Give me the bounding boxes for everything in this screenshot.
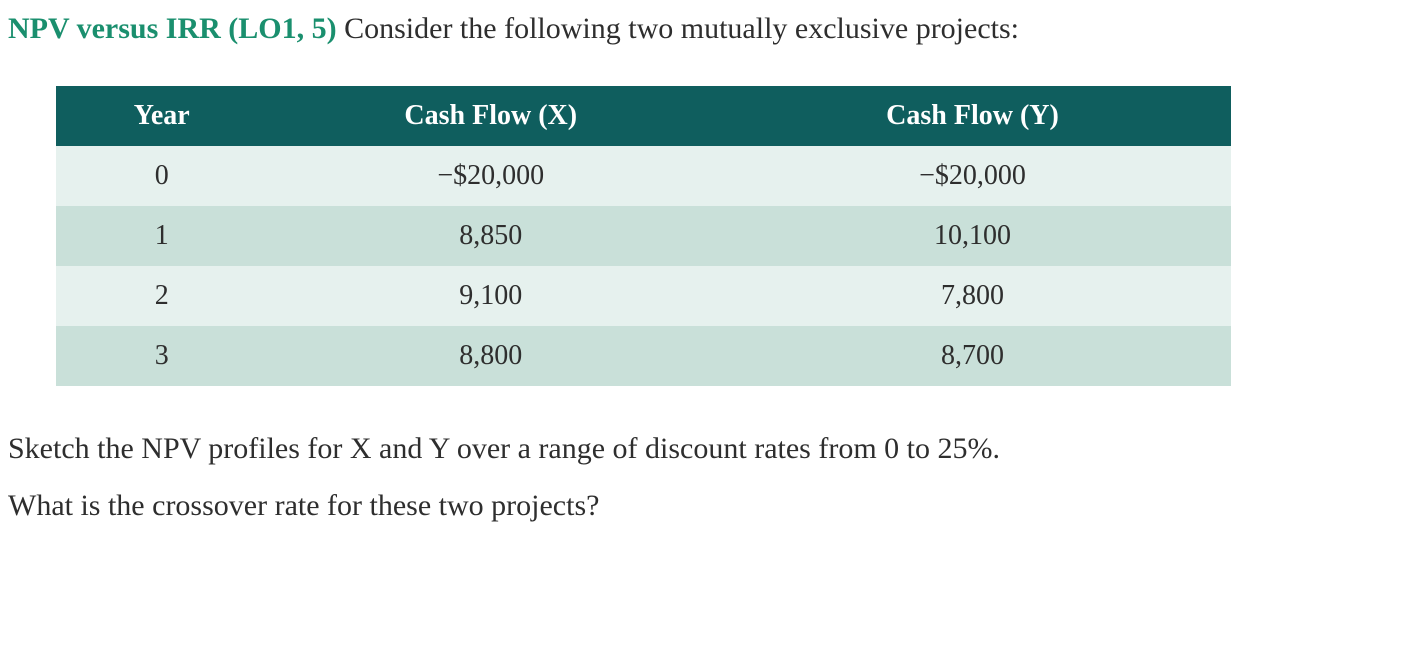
cell-year: 0 [56,146,268,206]
table-row: 1 8,850 10,100 [56,206,1231,266]
question-text: Sketch the NPV profiles for X and Y over… [8,420,1411,534]
cashflow-table: Year Cash Flow (X) Cash Flow (Y) 0 −$20,… [56,86,1231,386]
problem-heading: NPV versus IRR (LO1, 5) Consider the fol… [8,8,1411,50]
cell-cashflow-x: 8,800 [268,326,715,386]
cell-year: 1 [56,206,268,266]
col-header-cashflow-x: Cash Flow (X) [268,86,715,146]
cell-cashflow-x: 9,100 [268,266,715,326]
cell-cashflow-y: 10,100 [714,206,1231,266]
cell-cashflow-y: 8,700 [714,326,1231,386]
table-row: 2 9,100 7,800 [56,266,1231,326]
col-header-cashflow-y: Cash Flow (Y) [714,86,1231,146]
cell-cashflow-x: −$20,000 [268,146,715,206]
question-line-1: Sketch the NPV profiles for X and Y over… [8,432,1000,465]
col-header-year: Year [56,86,268,146]
heading-title-rest: Consider the following two mutually excl… [337,12,1019,45]
heading-title-bold: NPV versus IRR (LO1, 5) [8,12,337,45]
question-line-2: What is the crossover rate for these two… [8,489,599,522]
cell-year: 3 [56,326,268,386]
table-row: 3 8,800 8,700 [56,326,1231,386]
cell-cashflow-y: −$20,000 [714,146,1231,206]
cell-year: 2 [56,266,268,326]
cell-cashflow-x: 8,850 [268,206,715,266]
cell-cashflow-y: 7,800 [714,266,1231,326]
table-header-row: Year Cash Flow (X) Cash Flow (Y) [56,86,1231,146]
table-row: 0 −$20,000 −$20,000 [56,146,1231,206]
